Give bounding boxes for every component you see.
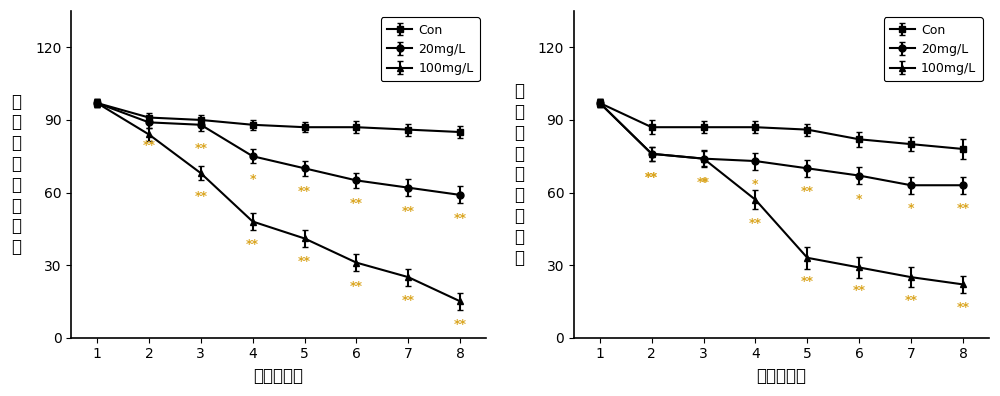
Text: **: ** [298,185,311,198]
Text: **: ** [194,190,207,203]
Y-axis label: 白
背
飞
虱
若
虫
存
活
率: 白 背 飞 虱 若 虫 存 活 率 [514,82,524,267]
Text: **: ** [142,139,155,152]
Text: **: ** [298,255,311,268]
Text: *: * [856,192,862,206]
Text: **: ** [697,175,710,188]
Text: **: ** [905,294,918,307]
Text: **: ** [246,238,259,251]
Text: **: ** [956,301,969,314]
X-axis label: 时间（天）: 时间（天） [756,367,806,385]
Text: *: * [908,202,914,215]
Text: **: ** [350,280,363,293]
Text: **: ** [402,294,415,307]
Text: **: ** [402,205,415,217]
Text: **: ** [645,171,658,184]
Text: **: ** [350,197,363,210]
Text: **: ** [853,284,866,297]
Legend: Con, 20mg/L, 100mg/L: Con, 20mg/L, 100mg/L [884,17,983,81]
Text: *: * [249,173,256,186]
X-axis label: 时间（天）: 时间（天） [254,367,304,385]
Text: **: ** [454,318,467,331]
Text: **: ** [801,185,814,198]
Text: *: * [752,178,759,191]
Text: *: * [700,175,707,188]
Text: **: ** [194,142,207,155]
Y-axis label: 褐
飞
虱
若
虫
存
活
率: 褐 飞 虱 若 虫 存 活 率 [11,93,21,256]
Text: **: ** [749,217,762,230]
Text: **: ** [454,212,467,225]
Legend: Con, 20mg/L, 100mg/L: Con, 20mg/L, 100mg/L [381,17,480,81]
Text: **: ** [801,275,814,288]
Text: **: ** [645,171,658,184]
Text: **: ** [956,202,969,215]
